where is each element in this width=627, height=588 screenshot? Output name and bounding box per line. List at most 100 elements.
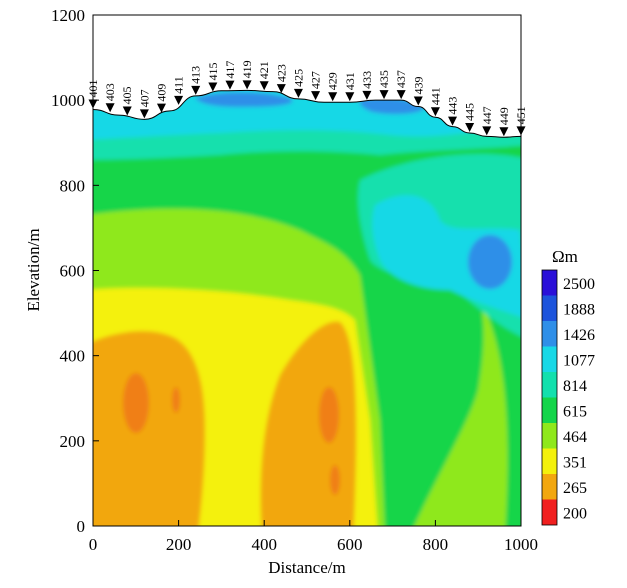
station-marker: 439: [411, 77, 425, 106]
station-triangle-icon: [225, 80, 235, 90]
station-triangle-icon: [499, 127, 509, 137]
colorbar-swatch: [542, 372, 557, 398]
ground-surface-line: [92, 89, 522, 138]
x-axis-label: Distance/m: [268, 558, 345, 577]
station-triangle-icon: [379, 90, 389, 100]
station-label: 417: [223, 61, 237, 79]
station-marker: 411: [172, 76, 186, 105]
station-label: 429: [326, 72, 340, 90]
colorbar-level-label: 200: [563, 505, 587, 522]
station-label: 403: [103, 83, 117, 101]
station-label: 437: [394, 70, 408, 88]
band-1426-east: [468, 235, 512, 289]
station-label: 425: [291, 69, 305, 87]
station-triangle-icon: [139, 109, 149, 119]
colorbar-unit: Ωm: [552, 247, 578, 266]
station-triangle-icon: [276, 84, 286, 94]
y-axis: 0 200 400 600 800 1000 1200: [51, 6, 99, 536]
colorbar-level-label: 814: [563, 378, 587, 395]
band-200-center-small: [330, 465, 340, 495]
station-label: 427: [309, 71, 323, 89]
station-marker: 421: [257, 61, 271, 91]
colorbar-swatch: [542, 295, 557, 321]
station-triangle-icon: [345, 92, 355, 102]
station-label: 423: [274, 64, 288, 82]
x-axis: 0 200 400 600 800 1000: [89, 520, 538, 554]
station-label: 449: [497, 107, 511, 125]
station-label: 441: [428, 87, 442, 105]
x-tick-label: 0: [89, 535, 98, 554]
colorbar-swatch: [542, 397, 557, 423]
station-marker: 425: [291, 69, 305, 98]
station-triangle-icon: [174, 95, 184, 105]
colorbar-level-label: 265: [563, 480, 587, 497]
station-marker: 441: [428, 87, 442, 117]
band-200-center: [319, 387, 339, 443]
station-marker: 449: [497, 107, 511, 137]
station-triangle-icon: [242, 80, 252, 90]
station-marker: 445: [463, 103, 477, 132]
station-marker: 403: [103, 83, 117, 113]
station-marker: 419: [240, 60, 254, 90]
band-464-east: [410, 300, 508, 526]
band-265-west: [93, 331, 205, 526]
station-triangle-icon: [448, 116, 458, 126]
x-tick-label: 200: [166, 535, 192, 554]
station-label: 439: [411, 77, 425, 95]
colorbar: 2500 1888 1426 1077 814 615 464 351 265 200: [541, 269, 595, 526]
station-triangle-icon: [311, 91, 321, 101]
colorbar-swatch: [542, 474, 557, 500]
y-tick-label: 400: [60, 347, 86, 366]
station-label: 443: [446, 97, 460, 115]
station-label: 411: [172, 76, 186, 94]
x-tick-label: 800: [423, 535, 449, 554]
colorbar-swatch: [542, 423, 557, 449]
station-triangle-icon: [430, 107, 440, 117]
colorbar-level-label: 464: [563, 429, 587, 446]
x-tick-label: 1000: [504, 535, 538, 554]
colorbar-level-label: 2500: [563, 276, 595, 293]
station-marker: 423: [274, 64, 288, 94]
colorbar-level-label: 1426: [563, 327, 595, 344]
station-triangle-icon: [293, 88, 303, 98]
band-200-west-small: [172, 387, 180, 413]
colorbar-swatch: [542, 448, 557, 474]
y-tick-label: 1200: [51, 6, 85, 25]
station-label: 413: [189, 66, 203, 84]
band-1426-top-west: [195, 92, 293, 107]
station-triangle-icon: [122, 106, 132, 116]
colorbar-level-label: 351: [563, 454, 587, 471]
station-triangle-icon: [191, 85, 201, 95]
y-axis-label: Elevation/m: [24, 228, 43, 311]
station-marker: 417: [223, 61, 237, 90]
station-marker: 413: [189, 66, 203, 95]
station-label: 419: [240, 60, 254, 78]
station-marker: 429: [326, 72, 340, 102]
station-triangle-icon: [208, 82, 218, 92]
station-marker: 427: [309, 71, 323, 101]
resistivity-contour-map: [93, 90, 521, 526]
y-tick-label: 200: [60, 432, 86, 451]
x-tick-label: 400: [251, 535, 277, 554]
colorbar-swatch: [542, 346, 557, 372]
colorbar-swatch: [542, 270, 557, 296]
y-tick-label: 600: [60, 262, 86, 281]
station-triangle-icon: [156, 103, 166, 113]
colorbar-frame: [541, 269, 558, 526]
station-label: 447: [480, 106, 494, 124]
colorbar-level-label: 615: [563, 403, 587, 420]
station-marker: 409: [154, 84, 168, 113]
station-triangle-icon: [413, 96, 423, 106]
band-200-west: [123, 373, 149, 433]
station-marker: 433: [360, 71, 374, 100]
station-marker: 447: [480, 106, 494, 136]
station-triangle-icon: [362, 90, 372, 100]
station-triangle-icon: [465, 122, 475, 132]
station-marker: 407: [137, 89, 151, 119]
station-marker: 405: [120, 86, 134, 116]
station-marker: 435: [377, 70, 391, 100]
station-triangle-icon: [105, 103, 115, 113]
station-marker: 437: [394, 70, 408, 100]
x-tick-label: 600: [337, 535, 363, 554]
